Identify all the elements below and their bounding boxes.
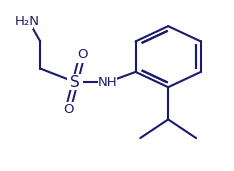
Text: O: O [77, 48, 87, 61]
FancyBboxPatch shape [67, 75, 83, 90]
Text: H₂N: H₂N [15, 15, 40, 28]
FancyBboxPatch shape [75, 47, 89, 63]
Text: O: O [63, 103, 73, 116]
Text: NH: NH [98, 76, 117, 89]
FancyBboxPatch shape [98, 75, 117, 90]
FancyBboxPatch shape [12, 13, 33, 29]
Text: S: S [70, 75, 80, 90]
FancyBboxPatch shape [61, 102, 75, 117]
